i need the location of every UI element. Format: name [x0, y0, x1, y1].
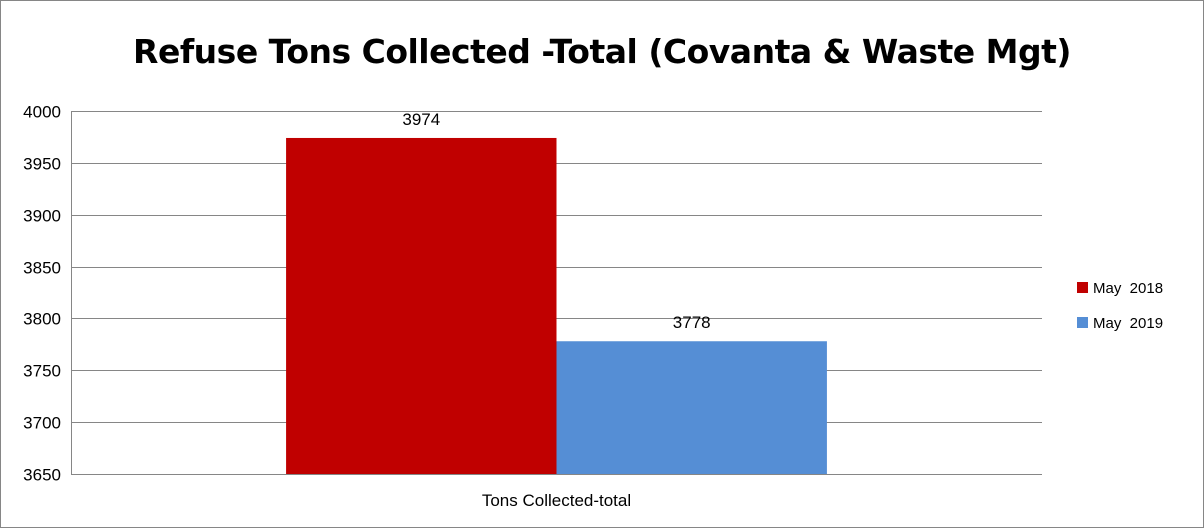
- x-category-label: Tons Collected-total: [482, 491, 631, 510]
- legend: May 2018 May 2019: [1077, 280, 1163, 332]
- y-tick-label: 4000: [23, 103, 61, 122]
- y-tick-label: 3850: [23, 259, 61, 278]
- data-label: 3974: [402, 110, 440, 129]
- y-axis-tick-labels: 3650 3700 3750 3800 3850 3900 3950 4000: [23, 103, 61, 485]
- data-label: 3778: [673, 313, 711, 332]
- y-tick-label: 3800: [23, 310, 61, 329]
- bar-may-2018: [286, 137, 557, 475]
- legend-swatch: [1077, 317, 1088, 328]
- legend-label: May 2018: [1093, 280, 1163, 297]
- y-tick-label: 3750: [23, 362, 61, 381]
- y-tick-label: 3900: [23, 207, 61, 226]
- y-tick-label: 3950: [23, 155, 61, 174]
- chart-title: Refuse Tons Collected -Total (Covanta & …: [133, 32, 1071, 71]
- category-labels: Tons Collected-total: [482, 491, 631, 510]
- legend-swatch: [1077, 282, 1088, 293]
- bar-may-2019: [556, 341, 827, 474]
- y-tick-label: 3700: [23, 414, 61, 433]
- legend-label: May 2019: [1093, 315, 1163, 332]
- bars: [286, 137, 827, 475]
- data-labels: 3974 3778: [402, 110, 710, 332]
- y-tick-label: 3650: [23, 466, 61, 485]
- axes: [71, 111, 1042, 475]
